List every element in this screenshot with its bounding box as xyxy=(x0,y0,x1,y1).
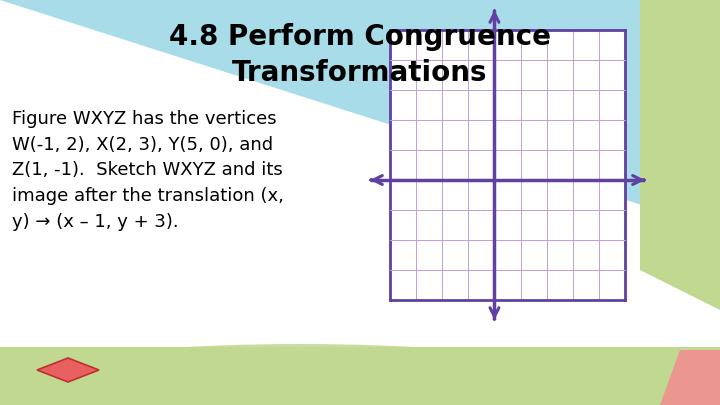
Text: Transformations: Transformations xyxy=(233,59,487,87)
Polygon shape xyxy=(640,0,720,310)
Text: Figure WXYZ has the vertices
W(-1, 2), X(2, 3), Y(5, 0), and
Z(1, -1).  Sketch W: Figure WXYZ has the vertices W(-1, 2), X… xyxy=(12,110,284,231)
Polygon shape xyxy=(0,0,720,230)
Polygon shape xyxy=(660,350,720,405)
Ellipse shape xyxy=(90,344,510,382)
Polygon shape xyxy=(37,358,99,382)
Polygon shape xyxy=(0,0,720,405)
Polygon shape xyxy=(390,30,625,300)
Polygon shape xyxy=(0,347,720,405)
Text: 4.8 Perform Congruence: 4.8 Perform Congruence xyxy=(169,23,551,51)
